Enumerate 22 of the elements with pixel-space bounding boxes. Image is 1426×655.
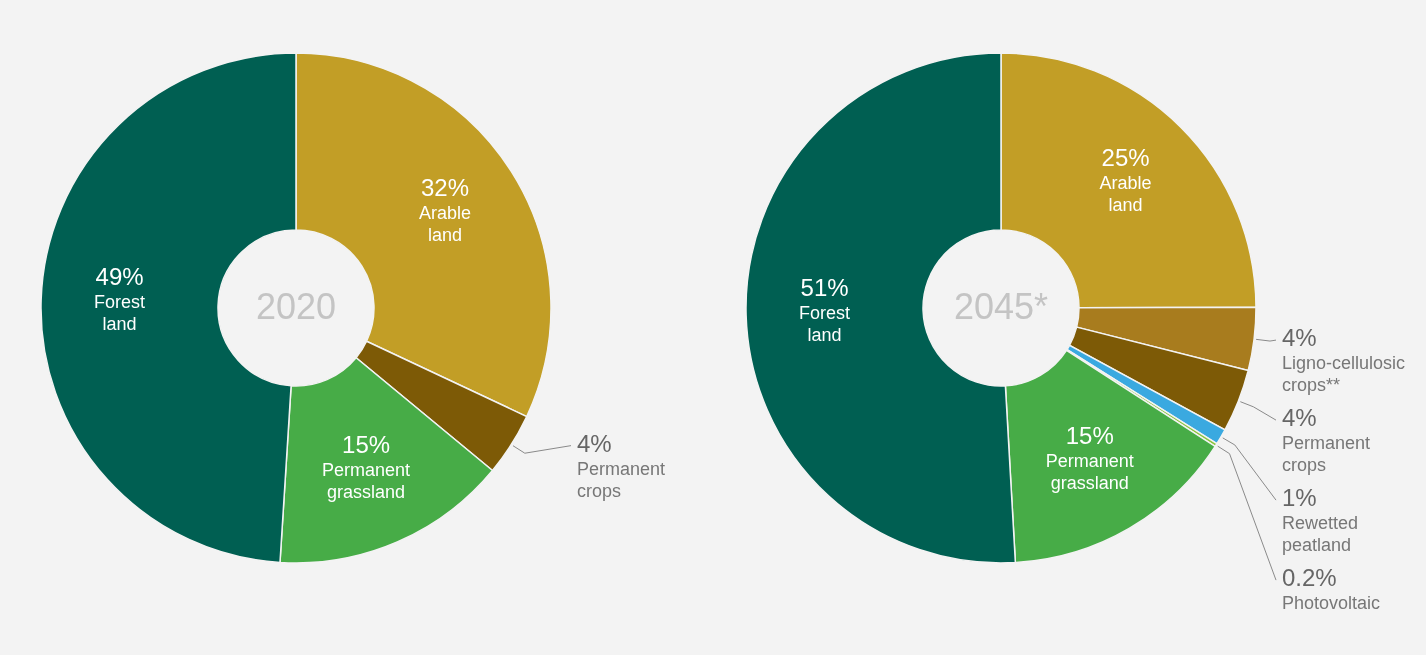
slice-label: Arable land — [1099, 173, 1152, 215]
slice-label: Arable land — [419, 203, 472, 246]
data-label: 0.2% — [1282, 564, 1337, 592]
data-label: 4% — [577, 429, 612, 457]
data-label: 32% — [421, 174, 470, 202]
slice-label: Forest land — [94, 292, 146, 335]
slice-label: Permanent grassland — [322, 459, 411, 502]
data-label: 1% — [1282, 484, 1317, 512]
slice-label: Permanent crops — [1282, 433, 1371, 476]
slice-label: Rewetted peatland — [1282, 513, 1359, 556]
data-label: 15% — [342, 430, 391, 458]
data-label: 15% — [1065, 421, 1114, 449]
slice-label: Ligno-cellulosic crops** — [1282, 353, 1406, 396]
data-label: 51% — [800, 273, 849, 301]
data-label: 49% — [95, 263, 144, 291]
data-label: 4% — [1282, 324, 1317, 352]
slice-label: Photovoltaic — [1282, 593, 1381, 614]
data-label: 4% — [1282, 404, 1317, 432]
slice-label: Forest land — [799, 302, 851, 345]
slice-label: Permanent crops — [577, 458, 666, 501]
data-label: 25% — [1101, 144, 1150, 171]
slice-label: Permanent grassland — [1045, 450, 1134, 493]
